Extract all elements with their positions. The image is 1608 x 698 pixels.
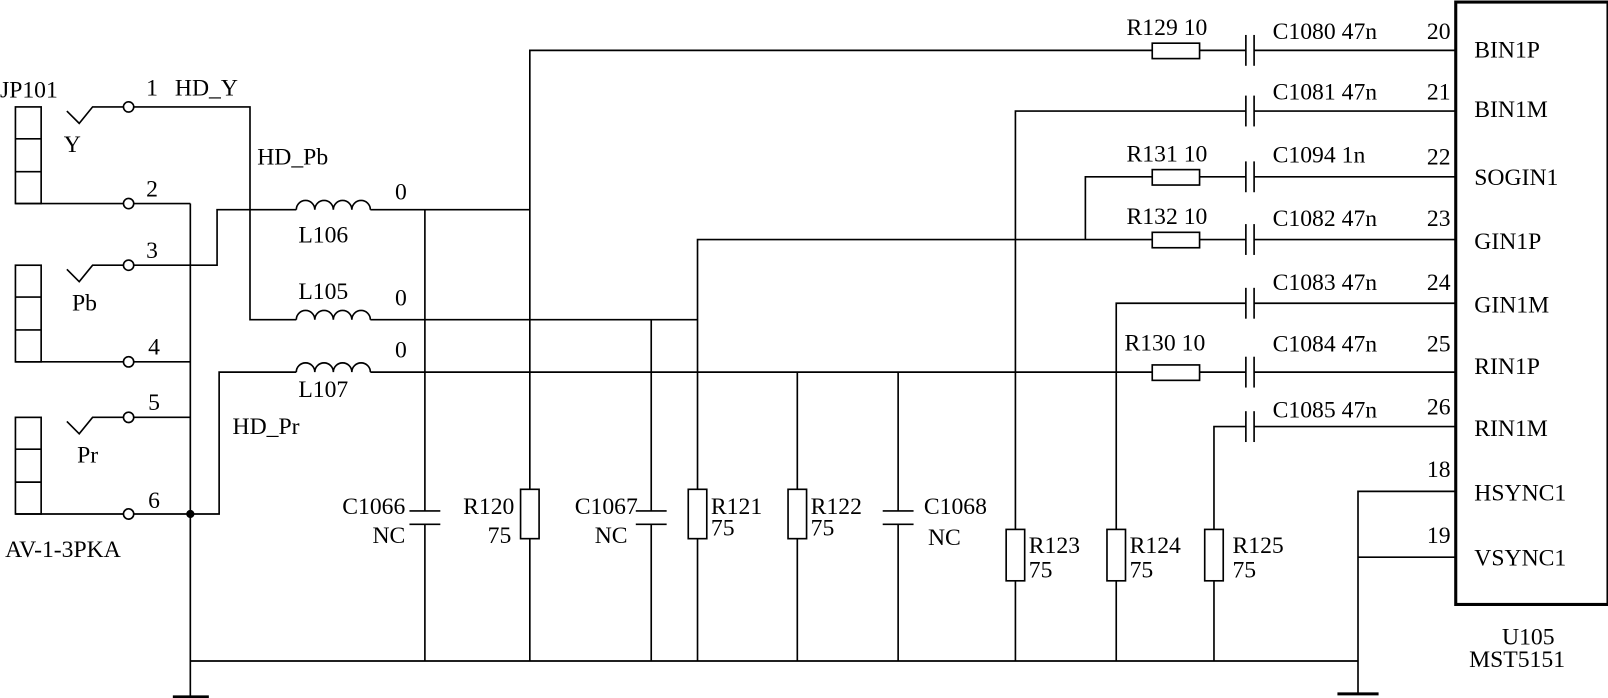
net-label-hd-pb: HD_Pb <box>257 144 328 170</box>
shunt-value: 75 <box>811 516 835 542</box>
coupling-cap-label: C1080 47n <box>1273 19 1378 45</box>
shunt-value: 75 <box>1130 558 1154 584</box>
pin-6: 6 <box>148 488 160 514</box>
channel-label-y: Y <box>64 132 81 158</box>
pin-5: 5 <box>148 390 160 416</box>
shunt-value: 75 <box>1232 558 1256 584</box>
pin-1: 1 <box>146 76 158 102</box>
coupling-cap-label: C1084 47n <box>1273 332 1378 358</box>
inductor-ref: L106 <box>298 223 348 249</box>
ic-pin-name: VSYNC1 <box>1474 545 1566 571</box>
shunt-value: 75 <box>488 523 512 549</box>
ic-pin-name: BIN1M <box>1474 97 1548 123</box>
inductor-symbols <box>295 199 372 373</box>
shunt-ref: R122 <box>811 494 862 520</box>
connector-part: AV-1-3PKA <box>5 537 121 563</box>
ic-pin-number: 26 <box>1427 394 1451 420</box>
coupling-cap-label: C1085 47n <box>1273 397 1378 423</box>
series-resistor-label: R130 10 <box>1124 331 1205 357</box>
ic-pin-name: GIN1P <box>1474 229 1541 255</box>
connector-ref: JP101 <box>0 78 58 104</box>
pin-2: 2 <box>146 176 158 202</box>
channel-label-pr: Pr <box>77 443 98 469</box>
shunt-ref: R121 <box>711 494 762 520</box>
shunt-capacitor-symbols <box>409 510 914 526</box>
coupling-cap-label: C1094 1n <box>1273 142 1366 168</box>
channel-label-pb: Pb <box>72 290 97 316</box>
shunt-value: NC <box>372 523 405 549</box>
ic-ref: U105 <box>1502 625 1555 651</box>
coupling-cap-label: C1082 47n <box>1273 206 1378 232</box>
pin-3: 3 <box>146 238 158 264</box>
series-resistor-label: R129 10 <box>1127 15 1208 41</box>
ic-part: MST5151 <box>1469 647 1565 673</box>
inductor-ref: L105 <box>298 279 348 305</box>
series-resistor-label: R132 10 <box>1127 204 1208 230</box>
series-resistor-symbols <box>1151 42 1201 382</box>
net-label-hd-y: HD_Y <box>175 76 238 102</box>
ic-pin-name: HSYNC1 <box>1474 481 1566 507</box>
shunt-ref: R120 <box>463 494 514 520</box>
coupling-cap-label: C1083 47n <box>1273 270 1378 296</box>
inductor-value: 0 <box>395 179 407 205</box>
ic-pin-name: SOGIN1 <box>1474 165 1558 191</box>
shunt-ref: R125 <box>1232 533 1283 559</box>
shunt-value: 75 <box>711 516 735 542</box>
ic-pin-name: GIN1M <box>1474 293 1549 319</box>
shunt-resistor-symbols <box>519 488 1225 582</box>
shunt-ref: C1068 <box>924 494 987 520</box>
coupling-cap-label: C1081 47n <box>1273 80 1378 106</box>
net-label-hd-pr: HD_Pr <box>233 414 300 440</box>
inductor-value: 0 <box>395 285 407 311</box>
coupling-capacitor-symbols <box>1245 34 1255 443</box>
ic-pin-number: 22 <box>1427 144 1451 170</box>
pin-4: 4 <box>148 335 160 361</box>
ic-pin-number: 18 <box>1427 457 1451 483</box>
shunt-ref: R123 <box>1029 533 1080 559</box>
ic-pin-number: 24 <box>1427 270 1451 296</box>
connector-jp101: JP101 Y Pb Pr 1 2 3 4 5 6 AV-1-3PKA <box>0 76 160 564</box>
junction-dot <box>186 509 195 519</box>
shunt-value: NC <box>595 523 628 549</box>
shunt-ref: C1067 <box>575 494 638 520</box>
ic-u105: 20 BIN1P 21 BIN1M 22 SOGIN1 23 GIN1P 24 … <box>1427 0 1608 673</box>
shunt-value: 75 <box>1029 558 1053 584</box>
ic-pin-number: 21 <box>1427 80 1451 106</box>
series-resistor-label: R131 10 <box>1127 141 1208 167</box>
wires <box>133 49 1456 697</box>
ic-pin-name: RIN1P <box>1474 354 1540 380</box>
ic-pin-name: RIN1M <box>1474 416 1548 442</box>
shunt-value: NC <box>928 525 961 551</box>
ic-pin-number: 23 <box>1427 206 1451 232</box>
ic-pin-number: 19 <box>1427 523 1451 549</box>
inductor-value: 0 <box>395 338 407 364</box>
ic-pin-name: BIN1P <box>1474 38 1540 64</box>
shunt-ref: R124 <box>1130 533 1181 559</box>
inductor-ref: L107 <box>298 377 348 403</box>
ic-pin-number: 20 <box>1427 19 1451 45</box>
shunt-ref: C1066 <box>342 494 405 520</box>
ic-pin-number: 25 <box>1427 332 1451 358</box>
